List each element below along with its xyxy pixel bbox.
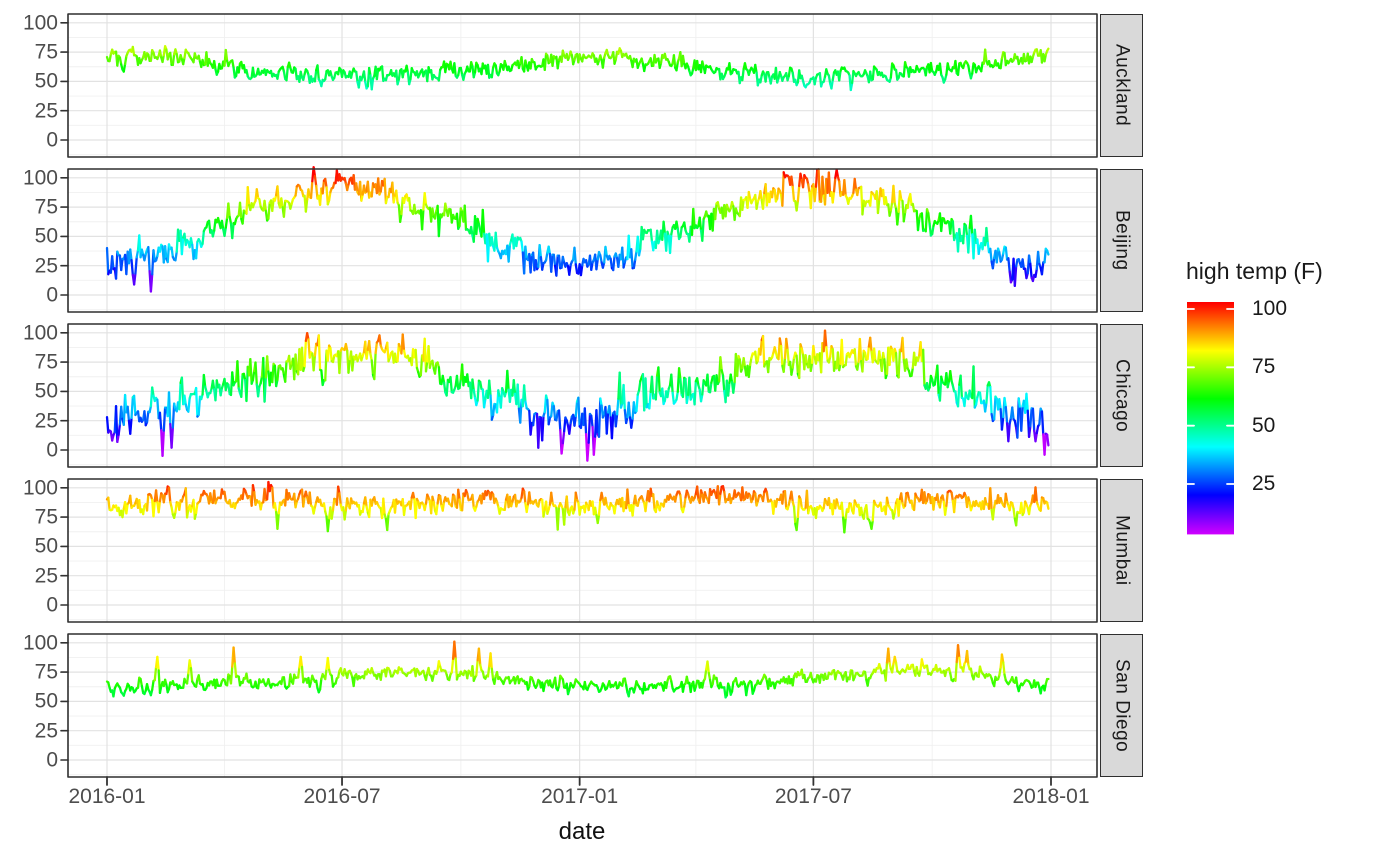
- y-tick-label: 100: [22, 321, 58, 345]
- facet-strip-chicago: Chicago: [1100, 324, 1143, 467]
- y-tick-label: 100: [22, 11, 58, 35]
- y-tick-label: 0: [46, 283, 58, 307]
- legend-tick-label: 25: [1252, 472, 1276, 495]
- y-tick-label: 100: [22, 476, 58, 500]
- facet-strip-label: San Diego: [1111, 658, 1133, 753]
- x-tick-label: 2017-07: [774, 785, 852, 808]
- y-tick-label: 0: [46, 438, 58, 462]
- facet-strip-label: Chicago: [1111, 358, 1133, 433]
- facet-strip-mumbai: Mumbai: [1100, 479, 1143, 622]
- x-tick-label: 2017-01: [541, 785, 619, 808]
- y-tick-label: 50: [34, 379, 58, 403]
- facet-strip-san-diego: San Diego: [1100, 634, 1143, 777]
- y-tick-label: 0: [46, 128, 58, 152]
- x-tick-label: 2016-01: [68, 785, 146, 808]
- y-tick-label: 75: [34, 40, 58, 64]
- y-tick-label: 25: [34, 564, 58, 588]
- x-axis-title: date: [558, 818, 606, 845]
- facet-strip-beijing: Beijing: [1100, 169, 1143, 312]
- y-tick-label: 25: [34, 719, 58, 743]
- y-tick-label: 50: [34, 689, 58, 713]
- facet-strip-label: Beijing: [1111, 210, 1133, 271]
- x-tick-label: 2016-07: [303, 785, 381, 808]
- x-tick-label: 2018-01: [1012, 785, 1090, 808]
- y-tick-label: 0: [46, 593, 58, 617]
- y-tick-label: 75: [34, 660, 58, 684]
- legend-title: high temp (F): [1186, 258, 1323, 284]
- y-tick-label: 75: [34, 195, 58, 219]
- y-tick-label: 75: [34, 350, 58, 374]
- y-tick-label: 100: [22, 166, 58, 190]
- legend-tick-label: 100: [1252, 297, 1288, 320]
- y-tick-label: 0: [46, 748, 58, 772]
- facet-strip-auckland: Auckland: [1100, 14, 1143, 157]
- y-tick-label: 50: [34, 69, 58, 93]
- facet-strip-label: Auckland: [1111, 44, 1133, 127]
- y-tick-label: 25: [34, 254, 58, 278]
- y-tick-label: 100: [22, 631, 58, 655]
- y-tick-label: 75: [34, 505, 58, 529]
- y-tick-label: 50: [34, 534, 58, 558]
- legend-tick-label: 50: [1252, 413, 1276, 437]
- y-tick-label: 50: [34, 224, 58, 248]
- legend-tick-label: 75: [1252, 355, 1276, 379]
- facet-strip-label: Mumbai: [1111, 515, 1133, 586]
- y-tick-label: 25: [34, 409, 58, 433]
- y-tick-label: 25: [34, 99, 58, 123]
